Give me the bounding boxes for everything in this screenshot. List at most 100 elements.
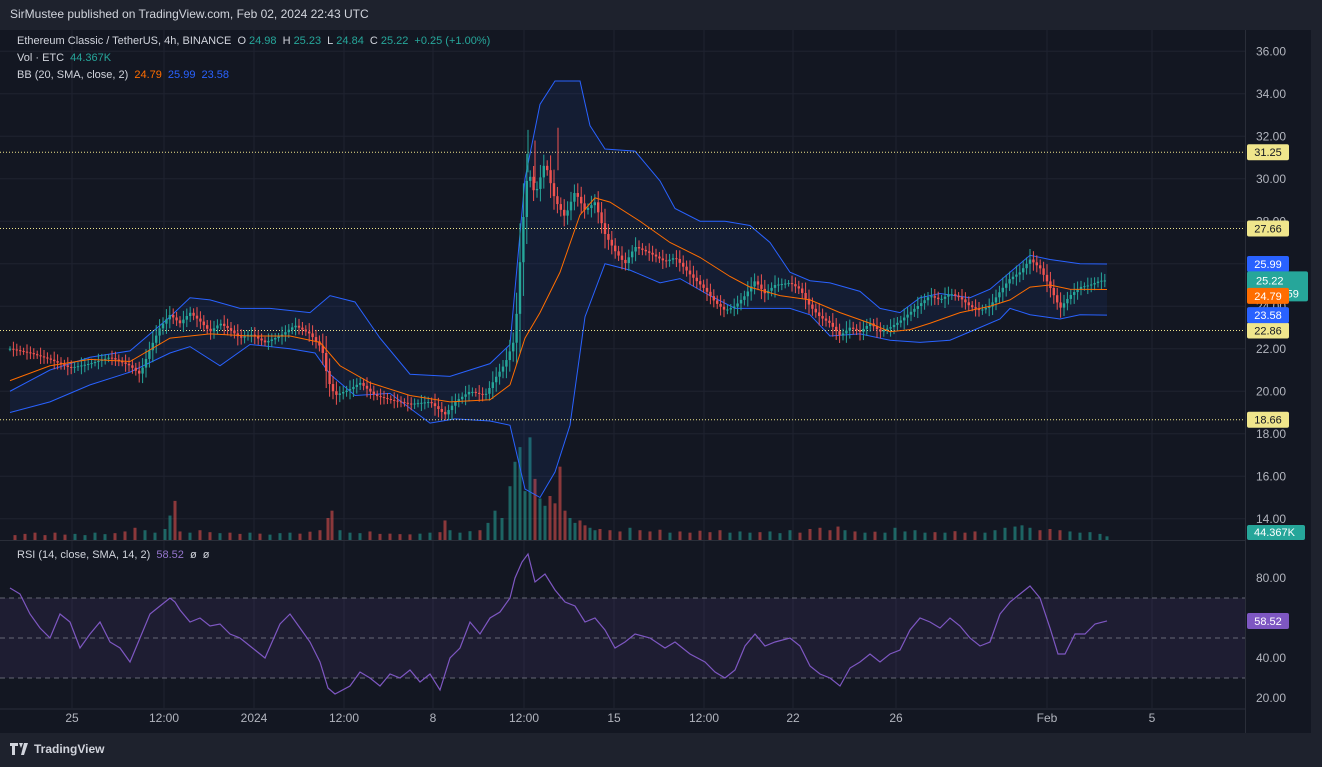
candle-body xyxy=(236,333,239,337)
candle-body xyxy=(1001,287,1004,293)
candle-body xyxy=(1039,265,1042,269)
chart-svg[interactable]: 14.0016.0018.0020.0022.0024.0026.0028.00… xyxy=(0,30,1311,733)
volume-bar xyxy=(588,527,592,540)
candle-body xyxy=(733,306,736,309)
candle-body xyxy=(481,393,484,395)
candle-body xyxy=(270,339,273,341)
candle-body xyxy=(845,330,848,334)
candle-body xyxy=(542,165,545,178)
top-bar: SirMustee published on TradingView.com, … xyxy=(0,0,1322,30)
volume-bar xyxy=(73,533,77,540)
candle-body xyxy=(869,323,872,326)
volume-bar xyxy=(123,531,127,540)
bb-lower-price-label: 23.58 xyxy=(1254,310,1282,322)
candle-body xyxy=(607,234,610,240)
candle-body xyxy=(202,321,205,326)
price-tick-label: 20.00 xyxy=(1256,384,1286,398)
candle-body xyxy=(603,223,607,234)
candle-body xyxy=(488,388,491,394)
candle-body xyxy=(39,355,42,357)
volume-bar xyxy=(63,534,67,540)
candle-body xyxy=(828,320,831,323)
volume-bar xyxy=(228,532,232,540)
candle-body xyxy=(522,217,525,263)
volume-bar xyxy=(258,533,262,540)
candle-body xyxy=(141,367,144,374)
candle-body xyxy=(127,363,131,366)
rsi-legend: RSI (14, close, SMA, 14, 2) 58.52 ø ø xyxy=(17,549,212,561)
candle-body xyxy=(600,212,603,224)
candle-body xyxy=(831,322,834,327)
volume-price-label: 44.367K xyxy=(1254,527,1296,539)
candle-body xyxy=(879,329,882,332)
volume-bar xyxy=(348,532,352,540)
candle-body xyxy=(719,303,722,307)
candle-body xyxy=(933,296,936,298)
candle-body xyxy=(569,201,573,211)
candle-body xyxy=(355,384,358,387)
volume-bar xyxy=(718,530,722,540)
volume-bar xyxy=(1028,527,1032,540)
candle-body xyxy=(1086,285,1089,287)
candle-body xyxy=(267,340,270,343)
candle-body xyxy=(25,351,29,353)
volume-bar xyxy=(1098,533,1102,540)
bb-lower-price-label-bg xyxy=(1247,307,1289,324)
candle-body xyxy=(274,338,277,340)
candle-body xyxy=(712,296,715,301)
candle-body xyxy=(1062,303,1066,308)
candle-body xyxy=(1042,268,1045,275)
candle-body xyxy=(1005,283,1008,288)
candle-body xyxy=(515,313,518,343)
candle-body xyxy=(389,399,392,401)
volume-value: 44.367K xyxy=(70,52,112,64)
candle-body xyxy=(226,325,229,329)
candle-body xyxy=(729,308,732,310)
candle-body xyxy=(287,329,290,333)
candle-body xyxy=(359,382,362,385)
candle-body xyxy=(790,283,794,285)
volume-bar xyxy=(563,510,567,540)
candle-body xyxy=(87,364,90,366)
candle-body xyxy=(505,360,508,367)
candle-body xyxy=(1028,259,1032,264)
candle-body xyxy=(549,170,552,184)
candle-body xyxy=(495,376,498,383)
candle-body xyxy=(1052,287,1055,296)
bb-upper-value: 25.99 xyxy=(167,69,196,81)
price-tick-label: 30.00 xyxy=(1256,172,1286,186)
candle-body xyxy=(627,257,630,264)
bottom-bar: TradingView xyxy=(0,733,1322,767)
candle-body xyxy=(63,364,66,366)
rsi-value-label: 58.52 xyxy=(1254,616,1282,628)
candle-body xyxy=(1035,262,1038,266)
candle-body xyxy=(80,365,83,367)
volume-legend: Vol · ETC 44.367K xyxy=(17,52,114,64)
candle-body xyxy=(155,335,158,343)
last-price-label: 25.22 xyxy=(1256,275,1284,287)
close-value: 25.22 xyxy=(380,35,409,47)
candle-body xyxy=(444,411,447,415)
chart-area[interactable]: 14.0016.0018.0020.0022.0024.0026.0028.00… xyxy=(0,30,1311,733)
volume-bar xyxy=(168,515,172,540)
rsi-extra-1: ø xyxy=(189,549,197,561)
candle-body xyxy=(318,341,321,346)
candle-body xyxy=(668,259,671,262)
candle-body xyxy=(172,315,175,318)
time-tick-label: 12:00 xyxy=(329,711,359,725)
volume-bar xyxy=(593,530,597,540)
volume-bar xyxy=(798,532,802,540)
candle-body xyxy=(818,312,821,317)
candle-body xyxy=(984,308,987,310)
candle-body xyxy=(8,348,12,350)
level-price-label-bg xyxy=(1247,322,1289,339)
price-legend: Ethereum Classic / TetherUS, 4h, BINANCE… xyxy=(17,35,493,47)
volume-bar xyxy=(326,518,330,540)
tradingview-logo[interactable]: TradingView xyxy=(10,742,104,756)
volume-bar xyxy=(973,531,977,540)
candle-body xyxy=(185,316,188,320)
volume-bar xyxy=(208,532,212,540)
candle-body xyxy=(260,338,263,341)
candle-body xyxy=(1045,274,1049,282)
volume-bar xyxy=(543,505,547,540)
